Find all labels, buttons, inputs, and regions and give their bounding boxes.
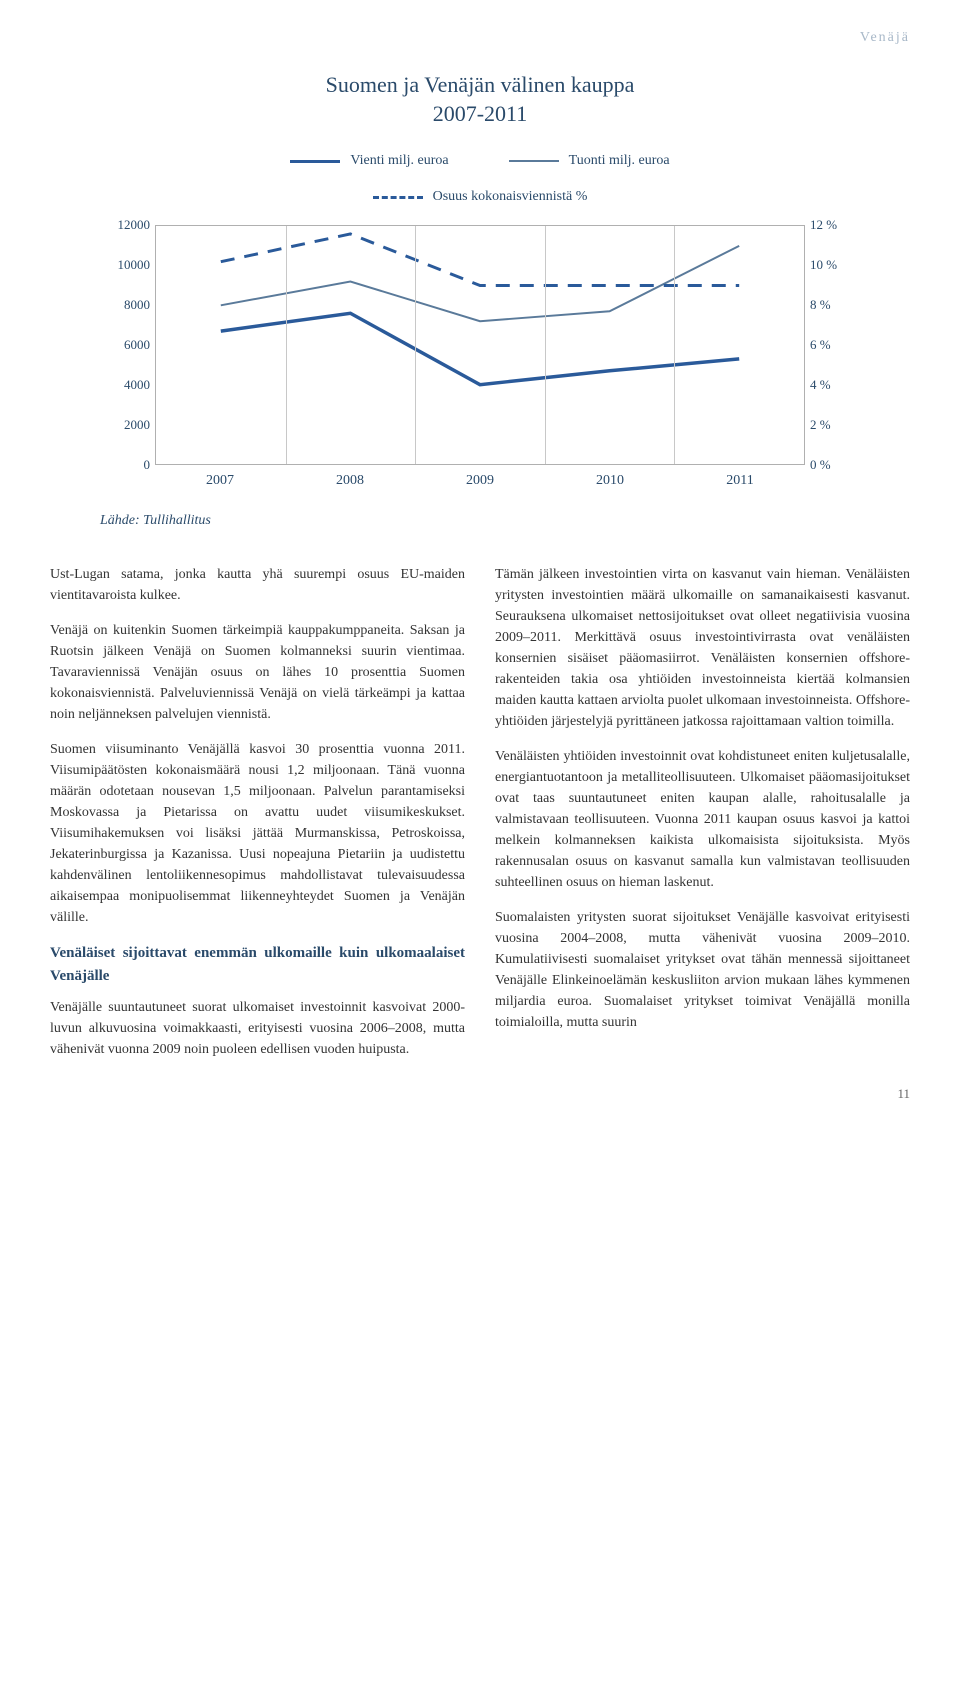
x-tick: 2010: [596, 473, 624, 489]
section-heading: Venäläiset sijoittavat enemmän ulkomaill…: [50, 942, 465, 987]
y-left-tick: 4000: [100, 377, 150, 393]
header-label: Venäjä: [50, 30, 910, 46]
y-right-tick: 4 %: [810, 377, 860, 393]
paragraph: Ust-Lugan satama, jonka kautta yhä suure…: [50, 564, 465, 606]
body-text: Ust-Lugan satama, jonka kautta yhä suure…: [50, 564, 910, 1061]
paragraph: Venäläisten yhtiöiden investoinnit ovat …: [495, 746, 910, 893]
swatch-share: [373, 196, 423, 199]
y-left-tick: 10000: [100, 257, 150, 273]
y-right-tick: 0 %: [810, 457, 860, 473]
y-right-tick: 6 %: [810, 337, 860, 353]
chart-title: Suomen ja Venäjän välinen kauppa 2007-20…: [50, 71, 910, 128]
y-left-tick: 2000: [100, 417, 150, 433]
paragraph: Venäjälle suuntautuneet suorat ulkomaise…: [50, 997, 465, 1060]
y-right-tick: 12 %: [810, 217, 860, 233]
y-left-tick: 12000: [100, 217, 150, 233]
legend-share-label: Osuus kokonaisviennistä %: [433, 189, 588, 205]
paragraph: Suomen viisuminanto Venäjällä kasvoi 30 …: [50, 739, 465, 928]
x-tick: 2008: [336, 473, 364, 489]
paragraph: Tämän jälkeen investointien virta on kas…: [495, 564, 910, 732]
swatch-import: [509, 160, 559, 162]
chart-container: 120001000080006000400020000 12 %10 %8 %6…: [100, 225, 860, 493]
swatch-export: [290, 160, 340, 163]
chart-legend-row2: Osuus kokonaisviennistä %: [50, 189, 910, 205]
paragraph: Suomalaisten yritysten suorat sijoitukse…: [495, 907, 910, 1033]
y-left-tick: 6000: [100, 337, 150, 353]
legend-import: Tuonti milj. euroa: [509, 153, 670, 169]
legend-export-label: Vienti milj. euroa: [350, 153, 448, 169]
y-right-tick: 10 %: [810, 257, 860, 273]
chart-plot: [155, 225, 805, 465]
y-axis-left: 120001000080006000400020000: [100, 225, 150, 465]
legend-export: Vienti milj. euroa: [290, 153, 448, 169]
legend-share: Osuus kokonaisviennistä %: [373, 189, 588, 205]
x-tick: 2007: [206, 473, 234, 489]
chart-lines: [156, 226, 804, 464]
paragraph: Venäjä on kuitenkin Suomen tärkeimpiä ka…: [50, 620, 465, 725]
x-tick: 2009: [466, 473, 494, 489]
y-right-tick: 8 %: [810, 297, 860, 313]
legend-import-label: Tuonti milj. euroa: [569, 153, 670, 169]
y-left-tick: 8000: [100, 297, 150, 313]
x-tick: 2011: [726, 473, 753, 489]
page-number: 11: [50, 1086, 910, 1102]
y-axis-right: 12 %10 %8 %6 %4 %2 %0 %: [810, 225, 860, 465]
chart-source: Lähde: Tullihallitus: [100, 513, 910, 529]
y-right-tick: 2 %: [810, 417, 860, 433]
chart-legend: Vienti milj. euroa Tuonti milj. euroa: [50, 153, 910, 169]
y-left-tick: 0: [100, 457, 150, 473]
x-axis: 2007 2008 2009 2010 2011: [155, 473, 805, 493]
